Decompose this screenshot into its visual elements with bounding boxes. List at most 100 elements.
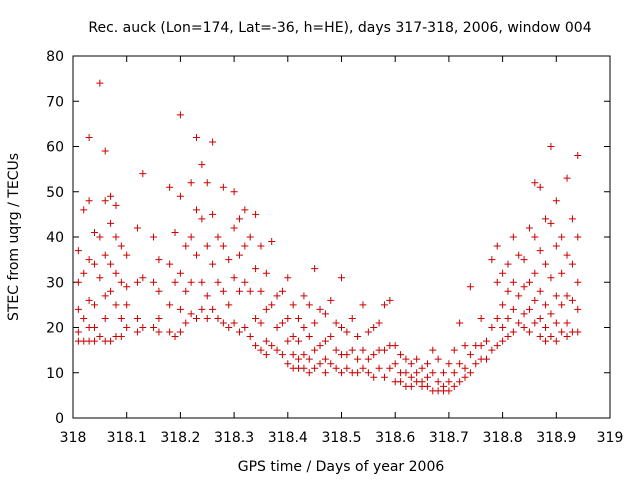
data-point (85, 133, 93, 141)
y-tick-label: 30 (46, 275, 64, 291)
data-point (209, 260, 217, 268)
data-point (338, 324, 345, 331)
data-point (193, 251, 201, 259)
y-axis: 0 10 20 30 40 50 60 70 80 (46, 49, 610, 427)
data-point (568, 215, 576, 223)
data-point (391, 342, 399, 350)
data-point (107, 192, 115, 200)
data-point (96, 233, 104, 241)
data-point (171, 333, 179, 341)
data-point (402, 369, 410, 377)
data-point (85, 197, 93, 205)
data-point (499, 269, 507, 277)
data-point (547, 219, 555, 227)
data-point (123, 324, 131, 331)
data-point (230, 224, 238, 232)
data-point (300, 324, 308, 331)
data-point (219, 319, 227, 327)
data-point (525, 328, 533, 336)
data-point (214, 278, 222, 286)
data-point (552, 337, 560, 345)
data-point (547, 333, 555, 341)
data-point (316, 342, 324, 350)
x-tick-label: 318.8 (483, 430, 523, 446)
data-point (466, 369, 474, 377)
data-point (380, 346, 388, 354)
data-point (482, 355, 490, 363)
data-point (488, 324, 496, 331)
y-tick-label: 40 (46, 230, 64, 246)
data-point (477, 342, 485, 350)
data-point (488, 256, 496, 264)
data-point (85, 256, 93, 264)
data-point (536, 183, 544, 191)
data-point (311, 346, 319, 354)
data-point (74, 247, 82, 255)
data-point (332, 346, 340, 354)
data-point (574, 328, 582, 336)
data-point (182, 319, 190, 327)
data-point (504, 333, 512, 341)
data-point (397, 378, 405, 386)
data-point (262, 269, 270, 277)
data-point (509, 328, 517, 336)
data-point (525, 305, 533, 313)
data-point (321, 355, 329, 363)
data-point (219, 183, 227, 191)
data-point (166, 183, 174, 191)
data-point (423, 373, 431, 381)
y-tick-label: 10 (46, 366, 64, 382)
data-point (305, 355, 313, 363)
data-point (499, 301, 507, 309)
data-point (257, 287, 265, 295)
y-tick-label: 50 (46, 185, 64, 201)
data-point (370, 351, 378, 359)
data-point (241, 242, 249, 250)
data-point (74, 278, 82, 286)
data-point (504, 287, 512, 295)
data-points (74, 79, 582, 395)
data-point (123, 301, 131, 309)
data-point (558, 301, 566, 309)
data-point (456, 378, 464, 386)
data-point (375, 319, 383, 327)
data-point (493, 242, 501, 250)
data-point (74, 305, 82, 313)
data-point (166, 301, 174, 309)
data-point (300, 364, 308, 372)
data-point (305, 333, 313, 341)
data-point (139, 324, 147, 331)
data-point (225, 324, 233, 331)
data-point (107, 219, 115, 227)
data-point (568, 260, 576, 268)
data-point (493, 342, 501, 350)
data-point (413, 355, 421, 363)
data-point (107, 287, 115, 295)
data-point (273, 346, 281, 354)
data-point (327, 360, 335, 368)
data-point (354, 333, 362, 341)
data-point (101, 292, 109, 300)
data-point (209, 305, 217, 313)
data-point (359, 301, 367, 309)
data-point (380, 301, 388, 309)
data-point (241, 206, 249, 214)
data-point (90, 260, 98, 268)
data-point (289, 301, 297, 309)
data-point (574, 233, 582, 241)
data-point (359, 346, 367, 354)
data-point (80, 269, 88, 277)
data-point (187, 179, 195, 187)
data-point (450, 369, 458, 377)
data-point (402, 355, 410, 363)
data-point (380, 373, 388, 381)
data-point (166, 260, 174, 268)
data-point (101, 314, 109, 322)
data-point (321, 337, 329, 345)
data-point (176, 269, 184, 277)
data-point (531, 179, 539, 187)
data-point (482, 337, 490, 345)
data-point (563, 333, 571, 341)
data-point (96, 79, 104, 87)
data-point (461, 342, 469, 350)
